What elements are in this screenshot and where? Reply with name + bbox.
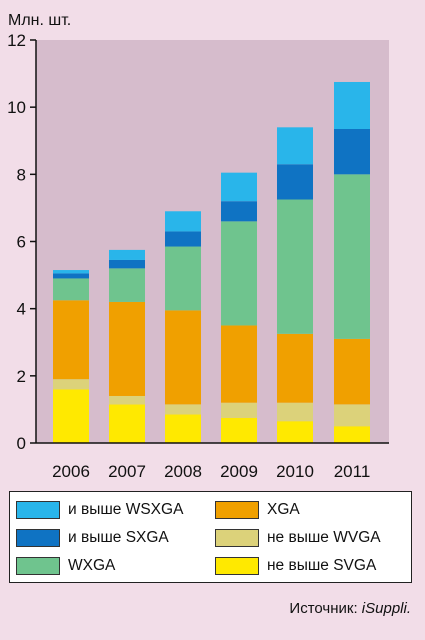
- legend-item: не выше WVGA: [215, 524, 415, 552]
- plot-area: [36, 40, 389, 443]
- bar-segment: [109, 301, 145, 396]
- legend-item: WXGA: [16, 552, 215, 580]
- source-note: Источник: iSuppli.: [289, 600, 411, 617]
- bars: [53, 81, 370, 443]
- bar-segment: [165, 310, 201, 405]
- legend-label: XGA: [267, 501, 300, 518]
- x-tick-label: 2007: [108, 462, 146, 481]
- bar-segment: [109, 259, 145, 269]
- x-tick-label: 2009: [220, 462, 258, 481]
- legend-label: и выше SXGA: [68, 529, 169, 546]
- unit-label: Млн. шт.: [8, 12, 71, 29]
- bar-segment: [277, 402, 313, 422]
- legend-label: и выше WSXGA: [68, 501, 184, 518]
- bar-segment: [277, 127, 313, 165]
- bar-segment: [221, 402, 257, 418]
- source-prefix: Источник:: [289, 600, 362, 617]
- bar-segment: [53, 278, 89, 301]
- bar-segment: [109, 404, 145, 443]
- bar-segment: [221, 417, 257, 443]
- y-tick-label: 6: [17, 233, 26, 252]
- legend: и выше WSXGA XGA и выше SXGA не выше WVG…: [9, 491, 412, 583]
- x-tick-label: 2008: [164, 462, 202, 481]
- bar-segment: [53, 389, 89, 443]
- y-tick-label: 10: [7, 98, 26, 117]
- legend-swatch: [16, 557, 60, 575]
- legend-swatch: [215, 557, 259, 575]
- source-name: iSuppli.: [361, 600, 411, 617]
- bar-segment: [109, 395, 145, 405]
- x-axis-labels: 2006 2007 2008 2009 2010 2011: [52, 462, 370, 481]
- legend-swatch: [16, 501, 60, 519]
- x-tick-label: 2010: [276, 462, 314, 481]
- y-tick-label: 2: [17, 367, 26, 386]
- legend-swatch: [16, 529, 60, 547]
- legend-label: WXGA: [68, 557, 116, 574]
- bar-segment: [334, 426, 370, 443]
- bar-segment: [221, 325, 257, 403]
- bar-segment: [334, 128, 370, 175]
- bar-segment: [109, 249, 145, 260]
- legend-item: и выше SXGA: [16, 524, 215, 552]
- y-tick-label: 8: [17, 165, 26, 184]
- bar-segment: [334, 404, 370, 427]
- bar-segment: [221, 172, 257, 202]
- bar-segment: [165, 231, 201, 247]
- bar-segment: [277, 164, 313, 200]
- bar-segment: [165, 404, 201, 415]
- bar-segment: [165, 414, 201, 443]
- bar-segment: [221, 201, 257, 222]
- legend-label: не выше SVGA: [267, 557, 377, 574]
- bar-segment: [53, 379, 89, 390]
- y-tick-label: 0: [17, 434, 26, 453]
- legend-label: не выше WVGA: [267, 529, 381, 546]
- bar-segment: [277, 199, 313, 334]
- bar-segment: [334, 81, 370, 129]
- bar-segment: [165, 246, 201, 311]
- bar-segment: [221, 221, 257, 326]
- bar-segment: [277, 333, 313, 403]
- y-axis-ticks: 0 2 4 6 8 10 12: [7, 31, 36, 453]
- bar-segment: [277, 421, 313, 443]
- bar-segment: [109, 268, 145, 302]
- x-tick-label: 2006: [52, 462, 90, 481]
- legend-item: не выше SVGA: [215, 552, 415, 580]
- bar-segment: [53, 270, 89, 274]
- bar-segment: [53, 273, 89, 279]
- legend-item: XGA: [215, 496, 415, 524]
- legend-swatch: [215, 529, 259, 547]
- bar-segment: [165, 211, 201, 232]
- legend-item: и выше WSXGA: [16, 496, 215, 524]
- bar-segment: [334, 338, 370, 405]
- legend-swatch: [215, 501, 259, 519]
- y-tick-label: 4: [17, 300, 26, 319]
- y-tick-label: 12: [7, 31, 26, 50]
- x-tick-label: 2011: [334, 462, 371, 481]
- bar-segment: [53, 300, 89, 380]
- bar-segment: [334, 174, 370, 339]
